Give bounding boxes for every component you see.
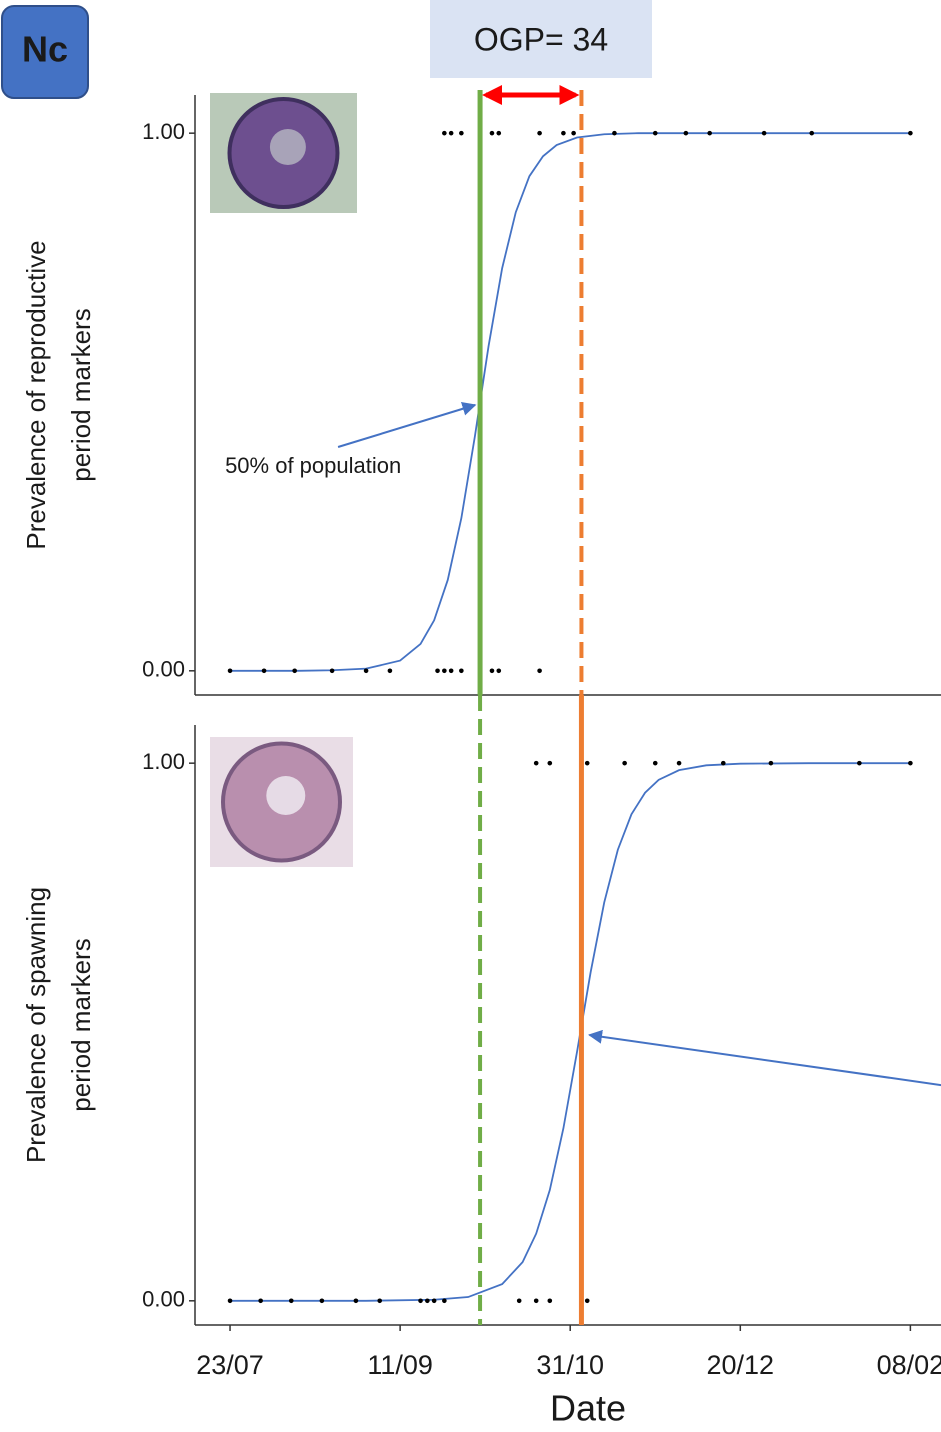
observation [330, 669, 335, 674]
micrograph-nucleus [270, 129, 306, 165]
observation [418, 1299, 423, 1304]
observation [228, 1299, 233, 1304]
annotation-arrow [338, 405, 475, 447]
micrograph-nucleus [266, 776, 305, 815]
observation [377, 1299, 382, 1304]
y-tick-label: 1.00 [142, 119, 185, 144]
y-axis-label: period markers [66, 938, 96, 1111]
observation [537, 131, 542, 136]
observation [585, 1299, 590, 1304]
observation [425, 1299, 430, 1304]
observation [496, 131, 501, 136]
y-tick-label: 0.00 [142, 1287, 185, 1312]
observation [442, 669, 447, 674]
observation [809, 131, 814, 136]
observation [653, 131, 658, 136]
observation [459, 131, 464, 136]
fit-line [230, 133, 910, 671]
observation [435, 669, 440, 674]
observation [908, 761, 913, 766]
observation [537, 669, 542, 674]
observation [442, 131, 447, 136]
observation [354, 1299, 359, 1304]
y-axis-label: Prevalence of spawning [21, 887, 51, 1163]
observation [258, 1299, 263, 1304]
x-tick-label: 08/02 [877, 1350, 941, 1380]
observation [228, 669, 233, 674]
panel-label: Nc [22, 29, 68, 70]
observation [364, 669, 369, 674]
y-tick-label: 0.00 [142, 657, 185, 682]
observation [707, 131, 712, 136]
observation [612, 131, 617, 136]
observation [684, 131, 689, 136]
observation [432, 1299, 437, 1304]
observation [622, 761, 627, 766]
x-axis-label: Date [550, 1388, 626, 1429]
page: Nc OGP= 34 0.00 1.00 Prevalence of reprodu… [0, 0, 941, 1432]
observation [721, 761, 726, 766]
x-tick-label: 31/10 [536, 1350, 604, 1380]
y-axis-label: period markers [66, 308, 96, 481]
observation [677, 761, 682, 766]
observation [908, 131, 913, 136]
observation [490, 131, 495, 136]
observation [262, 669, 267, 674]
observation [442, 1299, 447, 1304]
observation [292, 669, 297, 674]
ogp-label: OGP= 34 [474, 21, 608, 57]
observation [534, 761, 539, 766]
observation [548, 1299, 553, 1304]
observation [769, 761, 774, 766]
observation [388, 669, 393, 674]
x-tick-label: 11/09 [367, 1350, 433, 1380]
observation [653, 761, 658, 766]
y-tick-label: 1.00 [142, 749, 185, 774]
observation [534, 1299, 539, 1304]
figure: Nc OGP= 34 0.00 1.00 Prevalence of reprodu… [0, 0, 941, 1432]
observation [585, 761, 590, 766]
observation [548, 761, 553, 766]
observation [320, 1299, 325, 1304]
x-tick-label: 23/07 [196, 1350, 264, 1380]
observation [449, 669, 454, 674]
observation [459, 669, 464, 674]
observation [571, 131, 576, 136]
observation [449, 131, 454, 136]
observation [857, 761, 862, 766]
annotation-arrow [589, 1035, 941, 1089]
observation [517, 1299, 522, 1304]
observation [561, 131, 566, 136]
observation [490, 669, 495, 674]
observation [496, 669, 501, 674]
annotation: 50% of population [225, 453, 401, 478]
observation [289, 1299, 294, 1304]
observation [762, 131, 767, 136]
y-axis-label: Prevalence of reproductive [21, 240, 51, 549]
x-tick-label: 20/12 [707, 1350, 775, 1380]
